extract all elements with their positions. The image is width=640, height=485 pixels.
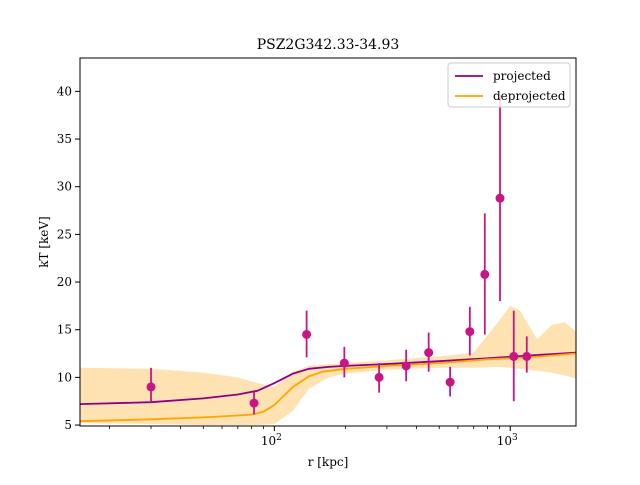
data-point [249, 398, 259, 408]
y-tick-label: 35 [57, 132, 72, 146]
y-tick-label: 5 [64, 418, 72, 432]
series-line-deprojected [80, 352, 576, 423]
y-tick-label: 25 [57, 227, 72, 241]
legend-label-projected: projected [493, 69, 551, 83]
data-point [146, 382, 156, 392]
x-tick-exponent: 3 [512, 433, 518, 443]
plot-frame [79, 57, 577, 427]
y-tick-label: 40 [57, 84, 72, 98]
legend: projected deprojected [447, 62, 571, 108]
data-point [495, 193, 505, 203]
data-point [465, 327, 475, 337]
chart-title: PSZ2G342.33-34.93 [257, 37, 400, 53]
data-point [374, 372, 384, 382]
y-tick-label: 20 [57, 275, 72, 289]
legend-label-deprojected: deprojected [493, 89, 566, 103]
data-point [339, 358, 349, 368]
data-point [424, 348, 434, 358]
uncertainty-band [80, 305, 576, 425]
y-tick-label: 15 [57, 323, 72, 337]
x-axis-label: r [kpc] [308, 455, 349, 469]
y-tick-label: 30 [57, 180, 72, 194]
y-tick-label: 10 [57, 370, 72, 384]
y-axis-label: kT [keV] [37, 216, 51, 268]
series-line-layer [80, 351, 576, 423]
data-point [522, 351, 532, 361]
data-point [302, 329, 312, 339]
x-tick-exponent: 2 [276, 433, 282, 443]
data-point [445, 377, 455, 387]
data-point [509, 351, 519, 361]
series-line-projected [80, 351, 576, 405]
data-point [401, 361, 411, 371]
data-point [480, 269, 490, 279]
uncertainty-band-layer [80, 305, 576, 425]
data-point-layer [146, 95, 532, 415]
